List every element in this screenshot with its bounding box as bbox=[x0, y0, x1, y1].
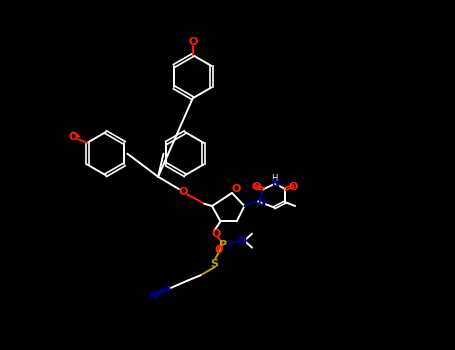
Text: O: O bbox=[211, 229, 221, 239]
Text: N: N bbox=[149, 291, 157, 301]
Text: O: O bbox=[188, 37, 197, 47]
Text: O: O bbox=[179, 187, 188, 197]
Text: N: N bbox=[271, 180, 279, 189]
Text: O: O bbox=[288, 182, 298, 192]
Text: H: H bbox=[271, 174, 278, 183]
Text: O: O bbox=[231, 184, 241, 194]
Text: S: S bbox=[210, 259, 218, 269]
Text: O: O bbox=[252, 182, 261, 192]
Text: O: O bbox=[214, 245, 222, 255]
Text: O: O bbox=[69, 132, 78, 142]
Text: N: N bbox=[257, 197, 265, 207]
Text: P: P bbox=[219, 240, 228, 250]
Text: N: N bbox=[238, 236, 248, 246]
